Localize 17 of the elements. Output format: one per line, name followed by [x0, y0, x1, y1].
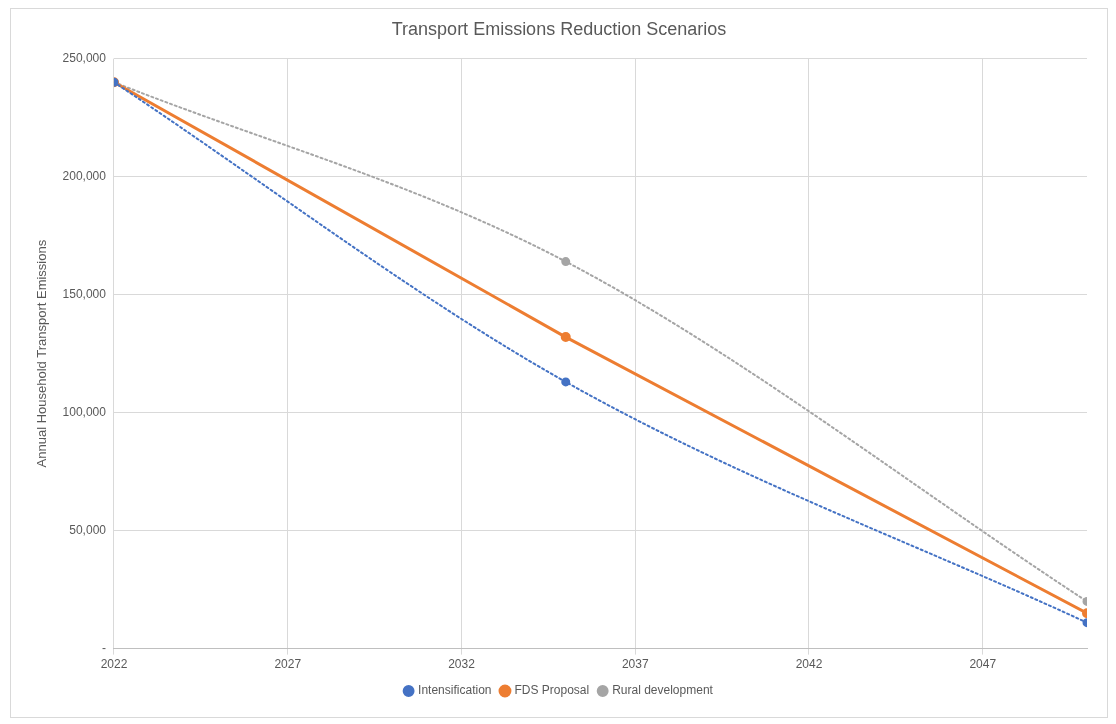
x-tick-label: 2037: [621, 657, 649, 672]
legend-label: FDS Proposal: [514, 683, 590, 698]
x-tick-label: 2047: [969, 657, 997, 672]
legend-label: Intensification: [418, 683, 492, 698]
y-tick-label: 100,000: [62, 404, 107, 419]
y-tick-label: 250,000: [62, 50, 107, 65]
y-axis-title: Annual Household Transport Emissions: [34, 239, 50, 468]
y-tick-label: 50,000: [69, 522, 107, 537]
y-tick-label: -: [101, 640, 106, 655]
y-tick-label: 200,000: [62, 168, 107, 183]
legend-label: Rural development: [612, 683, 714, 698]
x-tick-label: 2032: [448, 657, 476, 672]
x-tick-label: 2027: [274, 657, 302, 672]
x-tick-label: 2042: [795, 657, 823, 672]
y-tick-label: 150,000: [62, 286, 107, 301]
chart-title: Transport Emissions Reduction Scenarios: [391, 18, 727, 39]
x-tick-label: 2022: [100, 657, 128, 672]
